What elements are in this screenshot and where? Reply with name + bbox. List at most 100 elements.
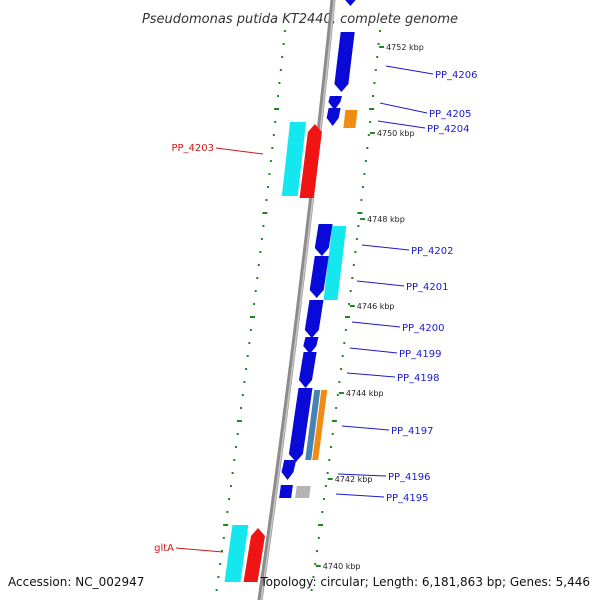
gene-arrow-pp-4196[interactable] (281, 460, 297, 480)
gene-arrow-pp-4206[interactable] (334, 32, 355, 92)
leader-line (356, 280, 405, 287)
tick-dot (314, 563, 317, 565)
map-title: Pseudomonas putida KT2440, complete geno… (142, 12, 458, 27)
gene-arrow-pp-4195[interactable] (279, 485, 293, 498)
tick-dot (254, 290, 257, 292)
tick-dot (376, 56, 379, 58)
tick-dot (249, 329, 252, 331)
gene-feature-pp-4203-cds[interactable] (281, 122, 307, 196)
leader-line (361, 244, 410, 251)
gene-arrow-pp-4201[interactable] (309, 256, 329, 298)
gene-label-pp-4198[interactable]: PP_4198 (397, 373, 440, 384)
gene-feature-glta-cds[interactable] (224, 525, 249, 582)
gene-feature-pp-4202-cds[interactable] (323, 226, 347, 300)
tick-dot (316, 550, 318, 552)
gene-arrow-top-fragment[interactable] (343, 0, 358, 6)
tick-dot (256, 277, 259, 279)
tick-dot (223, 524, 229, 526)
tick-dot (310, 589, 313, 591)
leader-line (341, 425, 390, 431)
kbp-label: 4740 kbp (323, 562, 361, 571)
gene-feature-pp-4204[interactable] (343, 110, 358, 128)
tick-dot (229, 485, 232, 487)
tick-dot (236, 433, 239, 435)
tick-dot (257, 264, 260, 266)
gene-arrow-pp-4203[interactable] (299, 124, 322, 198)
gene-arrow-pp-4202[interactable] (314, 224, 333, 256)
tick-dot (317, 537, 320, 539)
gene-arrow-pp-4198[interactable] (299, 352, 317, 388)
kbp-label: 4750 kbp (377, 129, 415, 138)
kbp-tick (338, 392, 344, 394)
tick-dot (360, 199, 363, 201)
gene-label-pp-4199[interactable]: PP_4199 (399, 349, 442, 360)
tick-dot (243, 381, 246, 383)
gene-label-pp-4205[interactable]: PP_4205 (429, 109, 472, 120)
tick-dot (278, 82, 281, 84)
gene-arrow-pp-4205-a[interactable] (328, 96, 342, 110)
tick-dot (348, 303, 351, 305)
gene-arrow-pp-4200[interactable] (304, 300, 324, 338)
tick-dot-tracks (215, 30, 381, 591)
gene-label-pp-4196[interactable]: PP_4196 (388, 472, 431, 483)
gene-label-pp-4200[interactable]: PP_4200 (402, 323, 445, 334)
gene-arrow-pp-4205-b[interactable] (326, 108, 341, 126)
tick-dot (262, 212, 268, 214)
tick-dot (367, 134, 370, 136)
leader-line (335, 493, 385, 498)
leader-line (377, 120, 426, 129)
tick-dot (231, 472, 234, 474)
tick-dot (338, 381, 341, 383)
gene-arrow-glta[interactable] (243, 528, 266, 582)
gene-feature-pp-4197-rrna[interactable] (312, 390, 328, 460)
tick-dot (318, 524, 324, 526)
tick-dot (236, 420, 242, 422)
tick-dot (369, 108, 375, 110)
kbp-label: 4752 kbp (386, 43, 424, 52)
tick-dot (235, 446, 237, 448)
tick-dot (328, 459, 331, 461)
tick-dot (281, 56, 284, 58)
tick-dot (331, 433, 334, 435)
kbp-label: 4742 kbp (335, 475, 373, 484)
kbp-tick (360, 218, 366, 220)
tick-dot (323, 498, 326, 500)
tick-dot (374, 69, 377, 71)
gene-label-glta[interactable]: gltA (154, 543, 174, 554)
gene-feature-pp-4195-pseudo[interactable] (295, 486, 311, 498)
tick-dot (341, 355, 344, 357)
gene-label-pp-4197[interactable]: PP_4197 (391, 426, 434, 437)
gene-arrow-pp-4199[interactable] (303, 337, 319, 354)
leader-line (379, 102, 428, 114)
gene-label-pp-4204[interactable]: PP_4204 (427, 124, 470, 135)
tick-dot (271, 147, 274, 149)
tick-dot (312, 576, 315, 578)
tick-dot (222, 537, 225, 539)
kbp-label: 4744 kbp (346, 389, 384, 398)
tick-dot (364, 160, 367, 162)
tick-dot (226, 511, 229, 513)
gene-label-pp-4202[interactable]: PP_4202 (411, 246, 454, 257)
leader-line (385, 65, 434, 75)
tick-dot (357, 212, 363, 214)
tick-dot (219, 563, 222, 565)
tick-dot (355, 238, 358, 240)
tick-dot (349, 290, 352, 292)
gene-arrow-pp-4197[interactable] (288, 388, 313, 462)
tick-dot (233, 459, 236, 461)
tick-dot (282, 43, 285, 45)
tick-dot (241, 394, 244, 396)
kbp-tick (369, 132, 375, 134)
gene-label-pp-4201[interactable]: PP_4201 (406, 282, 449, 293)
kbp-tick (379, 46, 385, 48)
gene-label-pp-4206[interactable]: PP_4206 (435, 70, 478, 81)
gene-feature-pp-4197-trna[interactable] (305, 390, 321, 460)
gene-label-pp-4195[interactable]: PP_4195 (386, 493, 429, 504)
gene-label-pp-4203[interactable]: PP_4203 (171, 143, 214, 154)
gene-labels: PP_4206 PP_4205 PP_4204 PP_4202 PP_4201 PP_42… (154, 65, 478, 554)
kbp-label: 4748 kbp (367, 215, 405, 224)
leader-line (215, 147, 264, 155)
leader-line (349, 347, 398, 354)
tick-dot (228, 498, 231, 500)
